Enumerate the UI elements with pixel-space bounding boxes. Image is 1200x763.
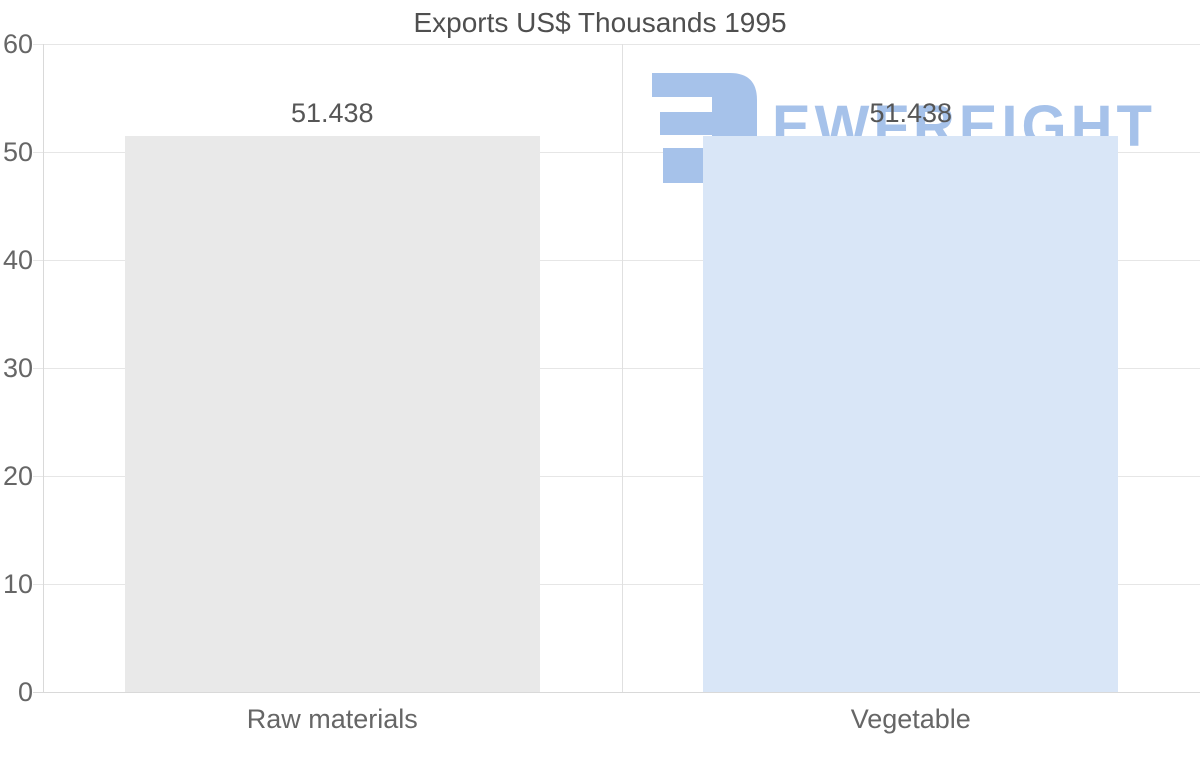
y-axis-tick-label: 20 [2, 461, 33, 491]
y-axis-tick-label: 50 [2, 137, 33, 167]
y-gridline [33, 368, 1200, 369]
ewfreight-logo-icon [652, 73, 757, 183]
y-axis-tick-label: 40 [2, 245, 33, 275]
y-axis-tick-label: 30 [2, 353, 33, 383]
y-gridline [33, 152, 1200, 153]
y-axis-line [43, 44, 44, 692]
chart-title: Exports US$ Thousands 1995 [413, 7, 787, 38]
bar-raw-materials[interactable] [124, 136, 540, 692]
bar-value-label: 51.438 [290, 98, 374, 129]
y-gridline [33, 260, 1200, 261]
y-gridline [33, 476, 1200, 477]
bar-value-label: 51.438 [869, 98, 953, 129]
x-axis-category-label: Vegetable [850, 704, 971, 734]
bar-vegetable[interactable] [703, 136, 1119, 692]
y-gridline [33, 692, 1200, 693]
y-axis-tick-label: 0 [17, 677, 33, 707]
category-separator-line [621, 44, 623, 692]
y-axis-tick-label: 60 [2, 29, 33, 59]
x-axis-category-label: Raw materials [246, 704, 418, 734]
y-gridline [33, 44, 1200, 45]
y-gridline [33, 584, 1200, 585]
y-axis-tick-label: 10 [2, 569, 33, 599]
